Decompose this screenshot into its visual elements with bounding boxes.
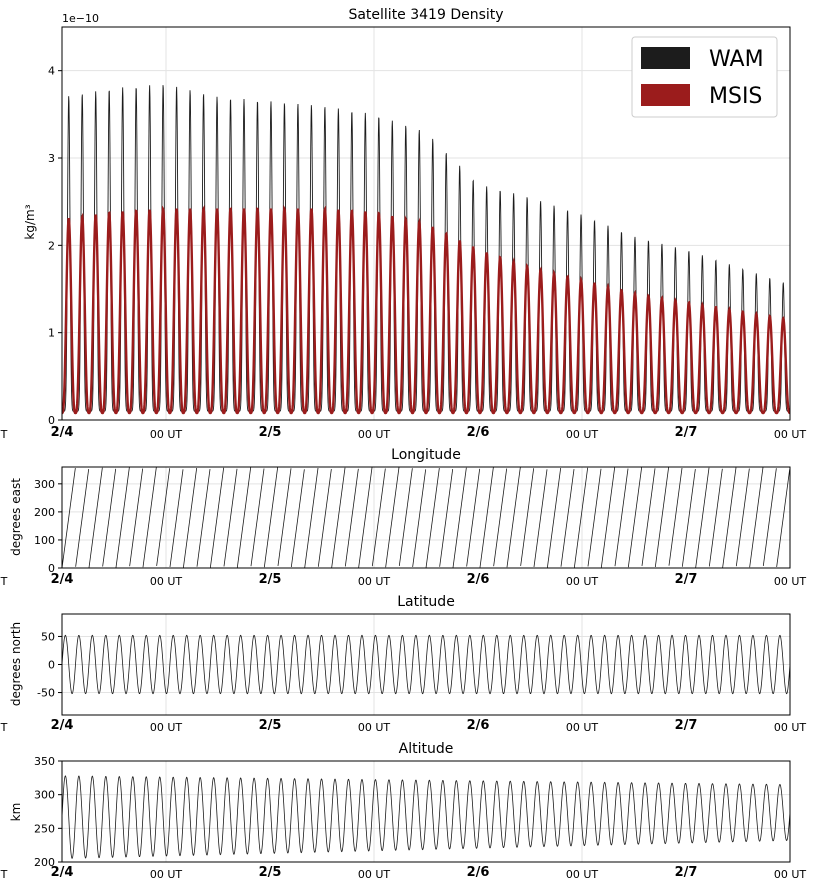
- series-line-longitude: [61, 466, 791, 569]
- latitude-x-ticks: 2/4 2/5 2/6 2/7 00 UT 00 UT 00 UT 00 UT T: [0, 718, 806, 734]
- series-line-altitude: [61, 775, 791, 859]
- x-tick-hour-label: 00 UT: [358, 575, 391, 588]
- x-tick-edge-label: T: [0, 868, 8, 881]
- legend: WAM MSIS: [631, 36, 778, 118]
- x-tick-day-label: 2/4: [51, 425, 74, 440]
- density-plot-frame: [61, 26, 791, 421]
- x-tick-day-label: 2/7: [675, 425, 698, 440]
- y-tick-label: 2: [48, 239, 55, 252]
- y-tick-label: 0: [48, 414, 55, 427]
- y-tick-label: 300: [34, 478, 55, 491]
- x-tick-day-label: 2/5: [259, 572, 282, 587]
- series-line-latitude: [61, 634, 791, 695]
- y-tick-label: 0: [48, 562, 55, 575]
- density-y-ticks: 0 1 2 3 4: [48, 65, 62, 427]
- altitude-series: [61, 775, 791, 859]
- x-tick-day-label: 2/6: [467, 865, 490, 880]
- altitude-plot-frame: [61, 760, 791, 863]
- x-tick-hour-label: 00 UT: [774, 428, 807, 441]
- x-tick-day-label: 2/6: [467, 425, 490, 440]
- x-tick-hour-label: 00 UT: [566, 721, 599, 734]
- longitude-ylabel: degrees east: [9, 478, 23, 556]
- x-tick-day-label: 2/5: [259, 718, 282, 733]
- longitude-y-ticks: 0 100 200 300: [34, 478, 62, 575]
- density-ylabel: kg/m³: [23, 204, 37, 239]
- longitude-series: [61, 466, 791, 569]
- y-tick-label: 300: [34, 789, 55, 802]
- altitude-x-ticks: 2/4 2/5 2/6 2/7 00 UT 00 UT 00 UT 00 UT T: [0, 865, 806, 881]
- x-tick-day-label: 2/6: [467, 572, 490, 587]
- density-title: Satellite 3419 Density: [348, 7, 503, 23]
- x-tick-day-label: 2/4: [51, 718, 74, 733]
- x-tick-day-label: 2/5: [259, 865, 282, 880]
- density-panel: Satellite 3419 Density 1e−10 kg/m³ 0 1 2 3 4…: [0, 7, 806, 441]
- latitude-y-ticks: -50 0 50: [37, 630, 62, 700]
- y-tick-label: 200: [34, 856, 55, 869]
- y-tick-label: 50: [41, 630, 55, 643]
- x-tick-hour-label: 00 UT: [150, 868, 183, 881]
- x-tick-hour-label: 00 UT: [566, 868, 599, 881]
- x-tick-day-label: 2/6: [467, 718, 490, 733]
- x-tick-day-label: 2/7: [675, 718, 698, 733]
- legend-label-msis: MSIS: [709, 84, 762, 109]
- x-tick-edge-label: T: [0, 428, 8, 441]
- y-tick-label: 1: [48, 327, 55, 340]
- x-tick-hour-label: 00 UT: [150, 575, 183, 588]
- longitude-plot-frame: [61, 466, 791, 569]
- legend-label-wam: WAM: [709, 47, 764, 72]
- x-tick-day-label: 2/5: [259, 425, 282, 440]
- y-tick-label: -50: [37, 687, 55, 700]
- y-tick-label: 3: [48, 152, 55, 165]
- x-tick-edge-label: T: [0, 575, 8, 588]
- longitude-panel: Longitude degrees east 0 100 200 300 2/4 2/5…: [0, 447, 806, 588]
- x-tick-day-label: 2/4: [51, 572, 74, 587]
- density-series: [61, 85, 791, 415]
- x-tick-hour-label: 00 UT: [566, 575, 599, 588]
- x-tick-hour-label: 00 UT: [150, 428, 183, 441]
- y-tick-label: 200: [34, 506, 55, 519]
- legend-swatch-wam: [641, 47, 690, 69]
- x-tick-day-label: 2/4: [51, 865, 74, 880]
- altitude-grid: [62, 761, 790, 862]
- altitude-ylabel: km: [9, 803, 23, 822]
- latitude-title: Latitude: [397, 594, 455, 610]
- density-x-ticks: 2/4 2/5 2/6 2/7 00 UT 00 UT 00 UT 00 UT T: [0, 425, 806, 441]
- series-line-msis: [61, 204, 791, 415]
- y-tick-label: 350: [34, 755, 55, 768]
- latitude-series: [61, 634, 791, 695]
- longitude-title: Longitude: [391, 447, 461, 463]
- latitude-ylabel: degrees north: [9, 622, 23, 706]
- density-exponent-label: 1e−10: [62, 12, 99, 25]
- altitude-panel: Altitude km 200 250 300 350 2/4 2/5 2/6 2/7 00 …: [0, 741, 806, 881]
- x-tick-hour-label: 00 UT: [150, 721, 183, 734]
- x-tick-hour-label: 00 UT: [774, 868, 807, 881]
- x-tick-edge-label: T: [0, 721, 8, 734]
- x-tick-day-label: 2/7: [675, 572, 698, 587]
- x-tick-hour-label: 00 UT: [358, 428, 391, 441]
- legend-swatch-msis: [641, 84, 690, 106]
- y-tick-label: 0: [48, 659, 55, 672]
- x-tick-hour-label: 00 UT: [566, 428, 599, 441]
- x-tick-hour-label: 00 UT: [358, 868, 391, 881]
- altitude-y-ticks: 200 250 300 350: [34, 755, 62, 869]
- y-tick-label: 250: [34, 822, 55, 835]
- altitude-title: Altitude: [399, 741, 454, 757]
- x-tick-hour-label: 00 UT: [774, 721, 807, 734]
- x-tick-hour-label: 00 UT: [774, 575, 807, 588]
- y-tick-label: 100: [34, 534, 55, 547]
- y-tick-label: 4: [48, 65, 55, 78]
- x-tick-day-label: 2/7: [675, 865, 698, 880]
- x-tick-hour-label: 00 UT: [358, 721, 391, 734]
- longitude-x-ticks: 2/4 2/5 2/6 2/7 00 UT 00 UT 00 UT 00 UT T: [0, 572, 806, 588]
